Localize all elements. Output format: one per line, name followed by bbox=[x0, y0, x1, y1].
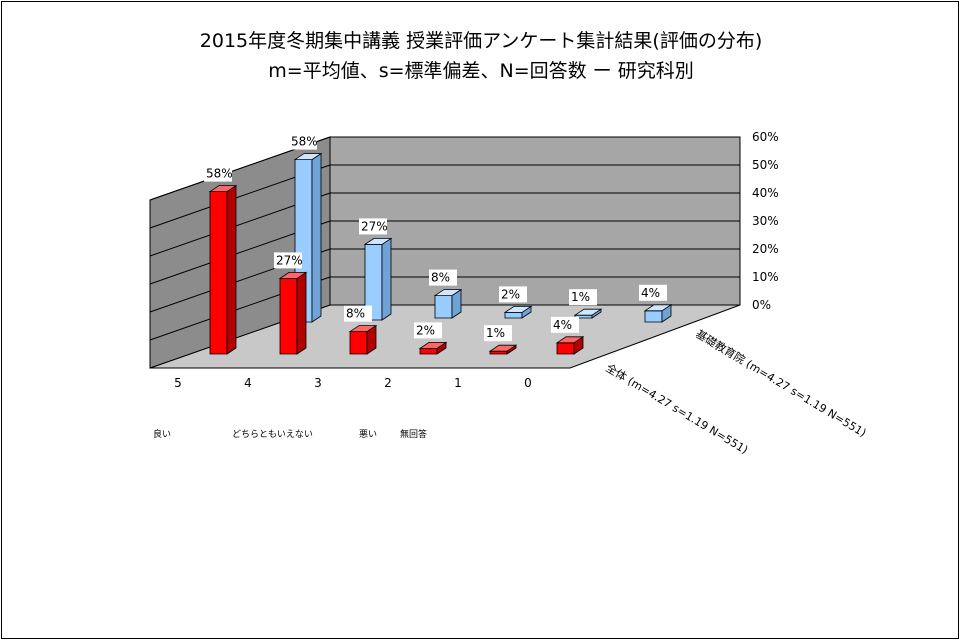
data-label-bg bbox=[569, 289, 597, 306]
y-tick-label: 60% bbox=[752, 130, 779, 144]
bar bbox=[434, 295, 453, 319]
bar bbox=[504, 311, 523, 319]
category-note: 悪い bbox=[359, 429, 377, 440]
data-label-bg bbox=[499, 286, 527, 303]
y-tick-label: 40% bbox=[752, 186, 779, 200]
data-label: 2% bbox=[501, 287, 520, 301]
data-label-bg bbox=[274, 252, 302, 269]
bar-top bbox=[208, 185, 238, 193]
y-tick-label: 50% bbox=[752, 158, 779, 172]
x-tick-label: 4 bbox=[244, 376, 252, 390]
category-note: 無回答 bbox=[400, 428, 427, 440]
bar-side bbox=[381, 237, 392, 321]
bar bbox=[556, 342, 575, 355]
y-tick-label: 10% bbox=[752, 270, 779, 284]
data-label-bg bbox=[204, 165, 232, 182]
x-tick-label: 3 bbox=[314, 376, 322, 390]
bar-top bbox=[643, 304, 673, 312]
chart-title: 2015年度冬期集中講義 授業評価アンケート集計結果(評価の分布) bbox=[199, 30, 763, 52]
y-tick-label: 30% bbox=[752, 214, 779, 228]
data-label-bg bbox=[429, 269, 457, 286]
category-note: どちらともいえない bbox=[232, 429, 313, 440]
x-tick-label: 2 bbox=[384, 376, 392, 390]
bar-top bbox=[293, 153, 323, 161]
y-tick-label: 0% bbox=[752, 298, 771, 312]
bar-top bbox=[348, 325, 378, 333]
data-label-bg bbox=[551, 316, 579, 333]
data-label: 8% bbox=[346, 307, 365, 321]
data-label: 58% bbox=[291, 135, 318, 149]
bar-side bbox=[226, 184, 237, 355]
data-label: 1% bbox=[486, 326, 505, 340]
data-label-bg bbox=[639, 284, 667, 301]
bar-side bbox=[296, 271, 307, 355]
bar bbox=[419, 347, 438, 355]
data-label-bg bbox=[359, 218, 387, 235]
data-label: 4% bbox=[641, 286, 660, 300]
data-label-bg bbox=[344, 305, 372, 322]
data-label: 1% bbox=[571, 290, 590, 304]
bar bbox=[209, 191, 228, 355]
chart-subtitle: m=平均値、s=標準偏差、N=回答数 ー 研究科別 bbox=[268, 60, 694, 82]
data-label: 4% bbox=[553, 318, 572, 332]
bar-top bbox=[418, 341, 448, 349]
data-label-bg bbox=[414, 322, 442, 339]
bar bbox=[644, 310, 663, 323]
bar bbox=[279, 277, 298, 355]
y-tick-label: 20% bbox=[752, 242, 779, 256]
bar-top bbox=[363, 237, 393, 245]
bar-top bbox=[555, 336, 585, 344]
series-label: 全体 (m=4.27 s=1.19 N=551) bbox=[603, 361, 750, 457]
x-tick-label: 0 bbox=[524, 376, 532, 390]
bar-top bbox=[278, 271, 308, 279]
data-label: 27% bbox=[276, 253, 303, 267]
bar bbox=[349, 331, 368, 355]
bar-top bbox=[573, 308, 603, 316]
data-label: 8% bbox=[431, 271, 450, 285]
series-label: 基礎教育院 (m=4.27 s=1.19 N=551) bbox=[693, 327, 869, 440]
data-label-bg bbox=[484, 325, 512, 342]
data-label: 58% bbox=[206, 167, 233, 181]
category-note: 良い bbox=[153, 428, 171, 440]
x-tick-label: 5 bbox=[174, 376, 182, 390]
bar-side bbox=[311, 152, 322, 323]
bar-top bbox=[503, 305, 533, 313]
bar-top bbox=[488, 344, 518, 352]
bar-top bbox=[433, 289, 463, 297]
data-label: 2% bbox=[416, 323, 435, 337]
data-label: 27% bbox=[361, 219, 388, 233]
bar bbox=[489, 350, 508, 355]
data-label-bg bbox=[289, 133, 317, 150]
x-tick-label: 1 bbox=[454, 376, 462, 390]
